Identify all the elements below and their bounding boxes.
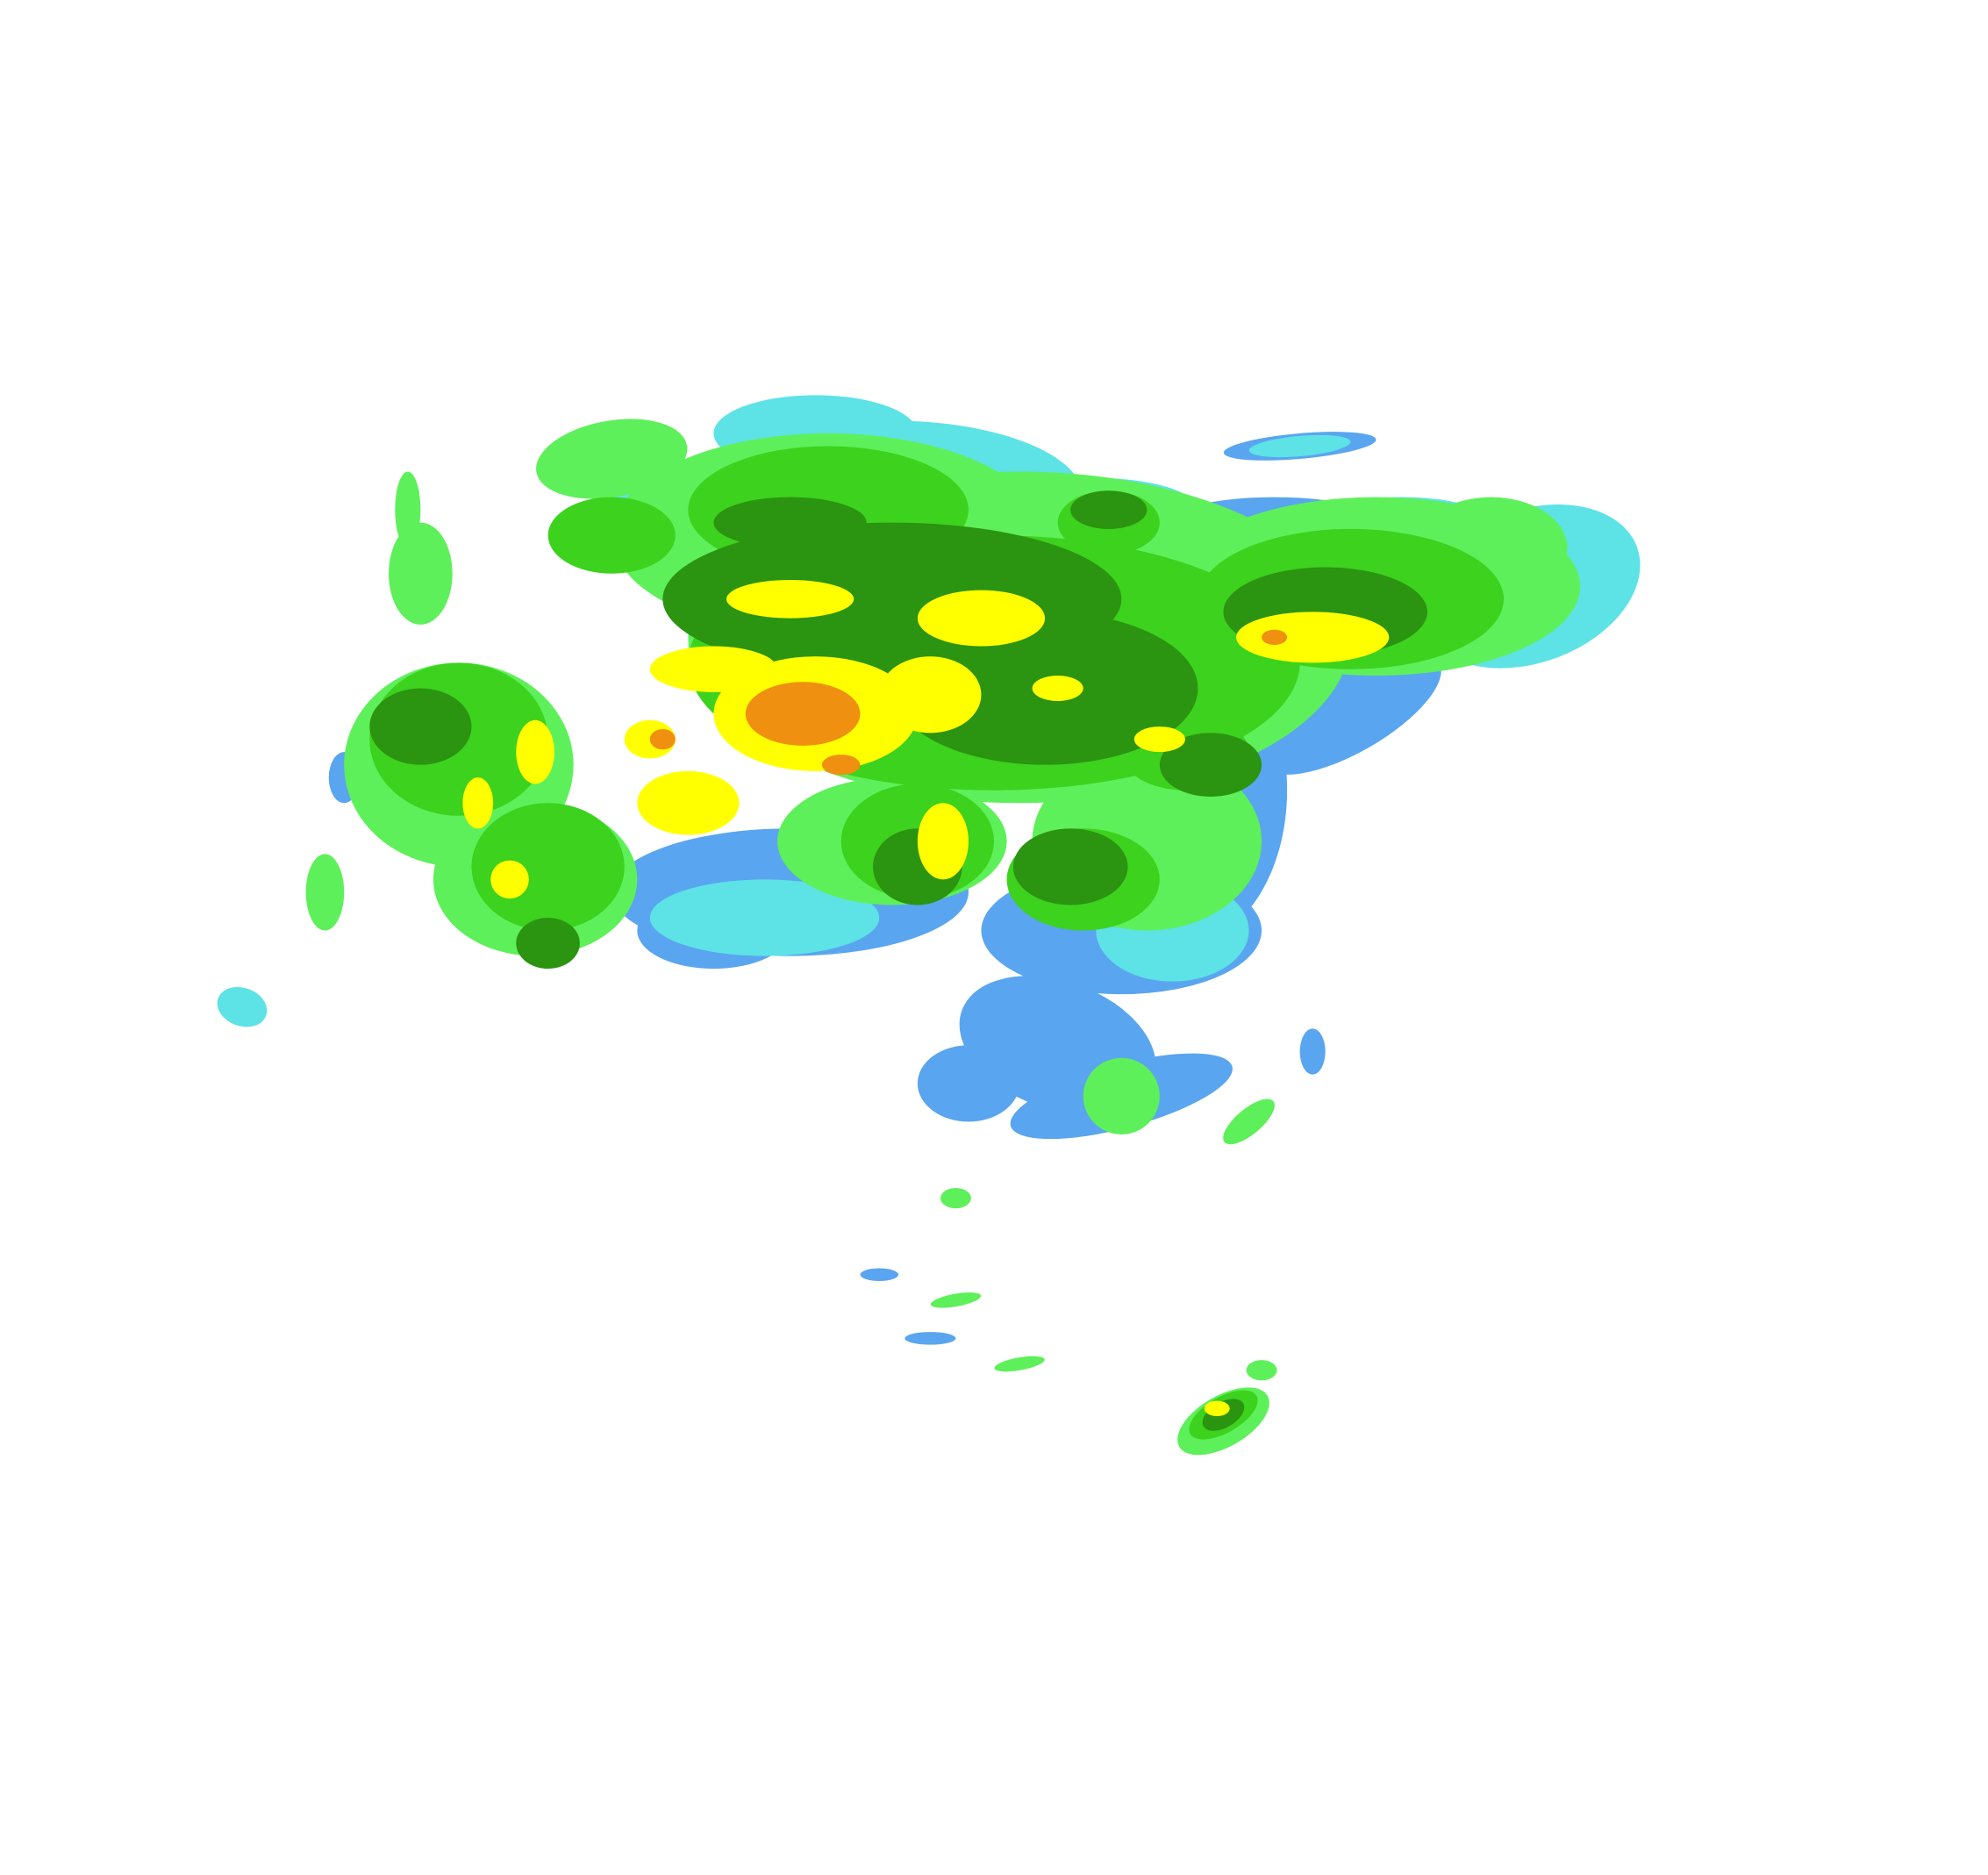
light-green-precip-region [305,854,345,931]
dark-green-precip-region [1159,733,1262,797]
yellow-heavy-precip-region [462,777,494,829]
light-precip-region [860,1268,899,1282]
precip-layer-orange [649,629,1288,776]
orange-heavy-precip-region [649,728,676,750]
yellow-heavy-precip-region [1204,1400,1230,1417]
yellow-heavy-precip-region [1032,675,1083,702]
light-green-precip-region [930,1292,982,1308]
light-precip-region [917,1045,1020,1122]
yellow-heavy-precip-region [879,656,982,734]
light-green-precip-region [395,471,421,548]
yellow-heavy-precip-region [1235,612,1390,663]
light-green-precip-region [1246,1360,1277,1381]
dark-green-precip-region [713,497,867,548]
yellow-heavy-precip-region [637,770,740,835]
orange-heavy-precip-region [821,755,861,776]
dark-green-precip-region [369,688,472,765]
yellow-heavy-precip-region [516,719,554,784]
yellow-heavy-precip-region [917,590,1046,647]
yellow-heavy-precip-region [490,860,529,899]
dark-green-precip-region [1070,490,1148,529]
light-green-precip-region [389,522,453,625]
light-green-precip-region [1223,1099,1275,1145]
orange-heavy-precip-region [745,682,861,746]
moderate-light-precip-region [1248,434,1351,458]
light-green-precip-region [1083,1057,1160,1134]
light-precip-region [905,1332,956,1345]
light-green-precip-region [994,1356,1045,1372]
moderate-light-precip-region [649,879,880,956]
yellow-heavy-precip-region [917,803,969,880]
dark-green-precip-region [516,917,580,970]
green-precip-region [471,803,625,931]
light-precip-region [1260,653,1441,775]
light-precip-region [1299,1028,1326,1075]
yellow-heavy-precip-region [726,580,855,619]
yellow-heavy-precip-region [1133,726,1185,753]
light-green-precip-region [940,1187,971,1209]
green-precip-region [547,497,676,574]
orange-heavy-precip-region [1262,629,1288,646]
dark-green-precip-region [1012,828,1128,905]
moderate-light-precip-region [217,986,268,1027]
